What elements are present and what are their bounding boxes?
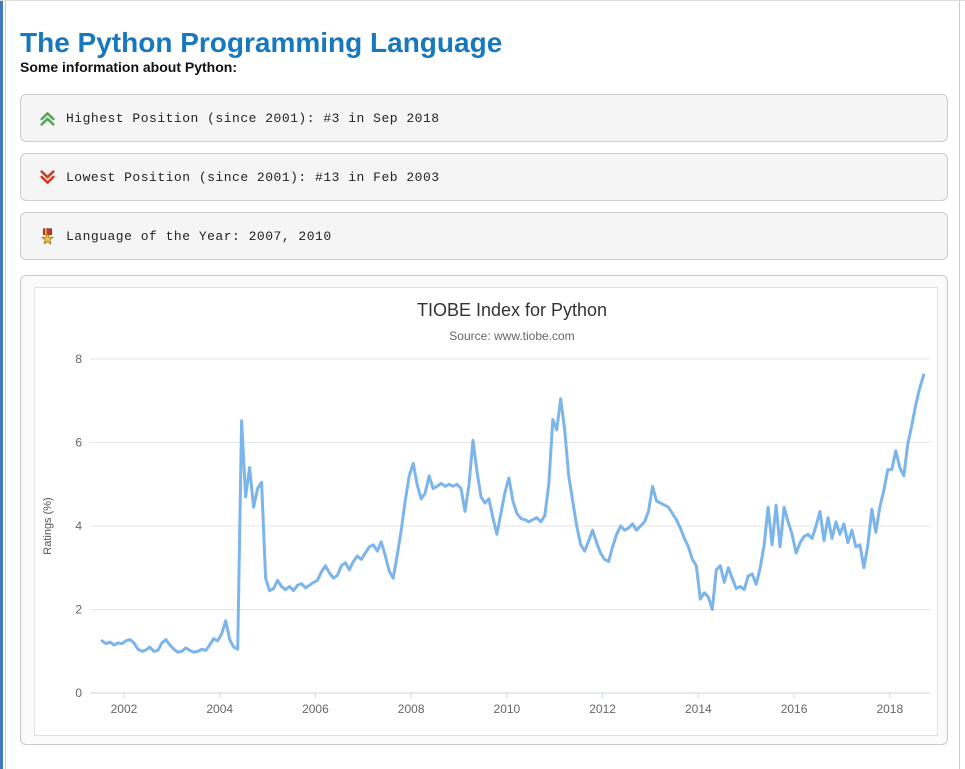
line-chart-svg: 2002 2004 2006 2008 2010 2012 2014 2016 2018 0 2 4 6… <box>42 300 930 716</box>
fact-box-highest-position: Highest Position (since 2001): #3 in Sep… <box>20 94 948 142</box>
svg-text:2014: 2014 <box>685 702 712 716</box>
fact-text-lowest-position: Lowest Position (since 2001): #13 in Feb… <box>66 169 440 185</box>
fact-text-highest-position: Highest Position (since 2001): #3 in Sep… <box>66 110 440 126</box>
fact-text-language-of-year: Language of the Year: 2007, 2010 <box>66 228 332 244</box>
svg-text:TIOBE Index for Python: TIOBE Index for Python <box>417 300 607 320</box>
svg-text:Source: www.tiobe.com: Source: www.tiobe.com <box>449 329 574 343</box>
svg-text:0: 0 <box>75 686 82 700</box>
double-chevron-up-icon <box>40 111 55 126</box>
svg-text:2018: 2018 <box>876 702 903 716</box>
svg-text:8: 8 <box>75 352 82 366</box>
svg-text:2: 2 <box>75 603 82 617</box>
window-right-edge <box>959 0 960 769</box>
svg-text:2004: 2004 <box>206 702 233 716</box>
fact-box-language-of-year: Language of the Year: 2007, 2010 <box>20 212 948 260</box>
svg-text:2006: 2006 <box>302 702 329 716</box>
svg-text:4: 4 <box>75 519 82 533</box>
svg-text:2010: 2010 <box>494 702 521 716</box>
svg-text:2016: 2016 <box>781 702 808 716</box>
fact-box-lowest-position: Lowest Position (since 2001): #13 in Feb… <box>20 153 948 201</box>
tiobe-index-chart: 2002 2004 2006 2008 2010 2012 2014 2016 2018 0 2 4 6… <box>34 287 938 736</box>
svg-text:2012: 2012 <box>589 702 616 716</box>
window-top-edge <box>0 0 965 1</box>
window-left-edge <box>0 0 3 769</box>
svg-text:Ratings (%): Ratings (%) <box>42 497 54 554</box>
medal-icon <box>41 227 54 244</box>
page-subtitle: Some information about Python: <box>20 59 237 75</box>
svg-text:2002: 2002 <box>111 702 138 716</box>
svg-text:2008: 2008 <box>398 702 425 716</box>
svg-text:6: 6 <box>75 436 82 450</box>
page-title: The Python Programming Language <box>20 26 503 58</box>
window-left-inner-edge <box>5 0 6 769</box>
double-chevron-down-icon <box>40 169 55 184</box>
chart-panel: 2002 2004 2006 2008 2010 2012 2014 2016 2018 0 2 4 6… <box>20 275 948 745</box>
